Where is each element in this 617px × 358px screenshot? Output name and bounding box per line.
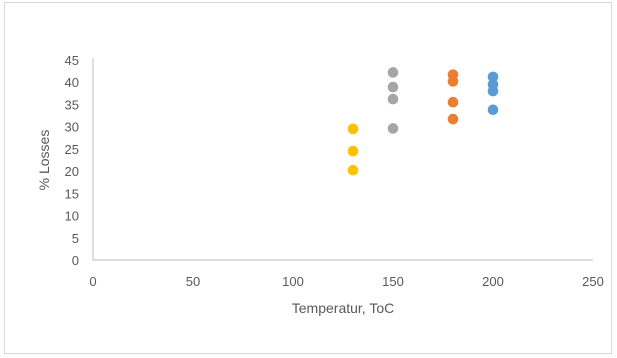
y-tick-label: 15 bbox=[65, 186, 79, 201]
data-point bbox=[447, 76, 459, 87]
x-tick-label: 200 bbox=[482, 274, 504, 289]
y-tick-labels: 0 5 10 15 20 25 30 35 40 45 bbox=[65, 53, 79, 268]
y-tick-label: 0 bbox=[72, 253, 79, 268]
data-point bbox=[487, 104, 499, 116]
data-point bbox=[447, 96, 459, 108]
x-tick-label: 50 bbox=[186, 274, 200, 289]
data-point bbox=[347, 123, 359, 135]
y-tick-label: 30 bbox=[65, 120, 79, 135]
scatter-plot: 0 5 10 15 20 25 30 35 40 45 0 50 100 150 200 250 % Los… bbox=[36, 53, 604, 316]
x-axis-title: Temperatur, ToC bbox=[292, 300, 394, 316]
y-tick-label: 20 bbox=[65, 164, 79, 179]
y-tick-label: 5 bbox=[72, 231, 79, 246]
data-point bbox=[387, 123, 399, 134]
y-axis-title: % Losses bbox=[36, 130, 52, 191]
y-tick-label: 45 bbox=[65, 53, 79, 68]
data-point bbox=[487, 71, 499, 83]
y-tick-label: 25 bbox=[65, 142, 79, 157]
data-point bbox=[347, 164, 359, 176]
data-point bbox=[387, 67, 399, 78]
data-point bbox=[387, 93, 399, 105]
axes bbox=[92, 58, 593, 261]
y-tick-label: 10 bbox=[65, 209, 79, 224]
x-tick-label: 250 bbox=[582, 274, 604, 289]
data-point bbox=[487, 85, 499, 97]
data-points bbox=[347, 67, 499, 176]
y-tick-label: 40 bbox=[65, 75, 79, 90]
chart-area: 0 5 10 15 20 25 30 35 40 45 0 50 100 150 200 250 % Los… bbox=[4, 2, 612, 354]
x-tick-labels: 0 50 100 150 200 250 bbox=[89, 274, 603, 289]
x-tick-label: 0 bbox=[89, 274, 96, 289]
data-point bbox=[347, 145, 359, 157]
x-tick-label: 150 bbox=[382, 274, 404, 289]
x-tick-label: 100 bbox=[282, 274, 304, 289]
data-point bbox=[447, 113, 459, 125]
y-tick-label: 35 bbox=[65, 97, 79, 112]
data-point bbox=[387, 81, 399, 93]
